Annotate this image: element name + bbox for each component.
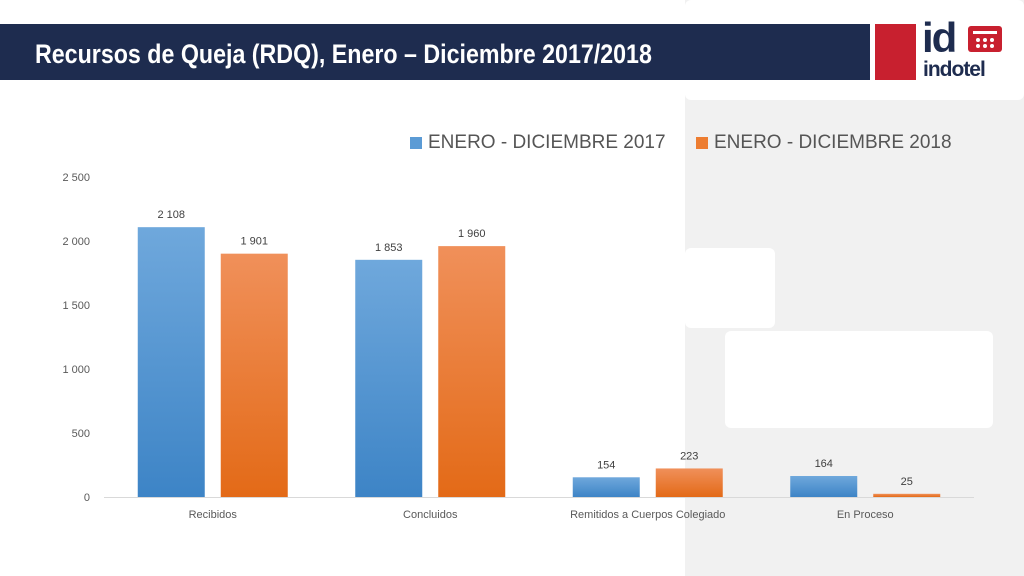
- background-card: [685, 248, 775, 328]
- legend-label-2018: ENERO - DICIEMBRE 2018: [714, 132, 952, 153]
- y-tick-label: 2 500: [62, 172, 90, 184]
- y-tick-label: 2 000: [62, 236, 90, 248]
- background-card: [725, 331, 993, 428]
- title-bar: Recursos de Queja (RDQ), Enero – Diciemb…: [0, 24, 870, 80]
- bar-2018: [220, 253, 288, 497]
- data-label: 1 901: [240, 236, 268, 248]
- legend-item-2018: ENERO - DICIEMBRE 2018: [696, 132, 952, 154]
- slide-title: Recursos de Queja (RDQ), Enero – Diciemb…: [35, 39, 652, 69]
- x-category-label: Remitidos a Cuerpos Colegiado: [570, 509, 725, 521]
- bar-2018: [655, 468, 723, 497]
- data-label: 164: [815, 458, 833, 470]
- data-label: 223: [680, 450, 698, 462]
- bar-2017: [572, 477, 640, 497]
- y-tick-label: 0: [84, 492, 90, 504]
- legend-swatch-2017: [410, 137, 422, 149]
- logo-mark: id: [922, 14, 957, 61]
- data-label: 154: [597, 459, 615, 471]
- legend-swatch-2018: [696, 137, 708, 149]
- bar-2017: [790, 476, 858, 497]
- data-label: 1 960: [458, 228, 486, 240]
- y-tick-label: 1 000: [62, 364, 90, 376]
- y-tick-label: 1 500: [62, 300, 90, 312]
- bar-2018: [438, 246, 506, 497]
- bar-2017: [355, 259, 423, 497]
- x-category-label: En Proceso: [837, 509, 894, 521]
- legend-label-2017: ENERO - DICIEMBRE 2017: [428, 132, 666, 153]
- data-label: 2 108: [157, 209, 185, 221]
- data-label: 1 853: [375, 242, 403, 254]
- logo-wordmark: indotel: [923, 58, 986, 81]
- logo-red-block: [875, 24, 916, 80]
- x-category-label: Concluidos: [403, 509, 458, 521]
- logo-dots-icon: [968, 26, 1002, 52]
- x-category-label: Recibidos: [189, 509, 238, 521]
- bar-2018: [873, 493, 941, 497]
- data-label: 25: [901, 476, 913, 488]
- bar-2017: [137, 227, 205, 497]
- y-tick-label: 500: [72, 428, 90, 440]
- indotel-logo: id indotel: [922, 14, 1004, 84]
- legend-item-2017: ENERO - DICIEMBRE 2017: [410, 132, 666, 154]
